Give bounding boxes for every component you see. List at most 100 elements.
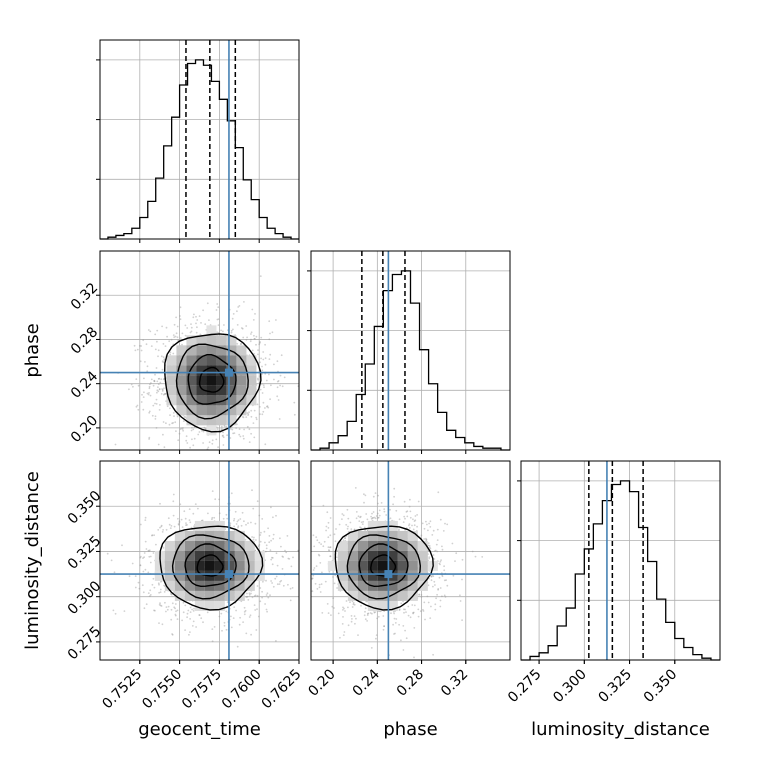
sample-point bbox=[426, 595, 429, 598]
truth-marker bbox=[224, 368, 233, 377]
sample-point bbox=[143, 552, 146, 554]
sample-point bbox=[176, 415, 179, 418]
sample-point bbox=[153, 379, 156, 382]
sample-point bbox=[171, 422, 174, 425]
sample-point bbox=[393, 495, 395, 498]
density-cell bbox=[226, 395, 237, 406]
sample-point bbox=[139, 556, 142, 559]
sample-point bbox=[163, 393, 166, 395]
sample-point bbox=[317, 553, 320, 556]
sample-point bbox=[150, 382, 152, 384]
axes-frame bbox=[310, 250, 511, 451]
sample-point bbox=[163, 446, 166, 449]
sample-point bbox=[192, 316, 195, 319]
sample-point bbox=[322, 545, 325, 548]
sample-point bbox=[217, 446, 220, 449]
sample-point bbox=[256, 594, 259, 597]
sample-point bbox=[255, 416, 258, 419]
sample-point bbox=[315, 536, 318, 538]
density-cell bbox=[246, 385, 257, 396]
sample-point bbox=[318, 554, 321, 557]
sample-point bbox=[160, 355, 163, 358]
sample-point bbox=[404, 517, 406, 520]
sample-point bbox=[202, 309, 205, 312]
density-cell bbox=[236, 385, 247, 396]
y-tick-label: 0.300 bbox=[65, 578, 105, 618]
sample-point bbox=[423, 601, 426, 604]
sample-point bbox=[198, 315, 201, 317]
y-tick-label: 0.24 bbox=[68, 368, 101, 401]
sample-point bbox=[357, 634, 359, 636]
sample-point bbox=[191, 426, 193, 429]
sample-point bbox=[269, 353, 272, 356]
density-cell bbox=[417, 560, 428, 571]
sample-point bbox=[173, 525, 176, 528]
sample-point bbox=[405, 611, 407, 613]
density-cell bbox=[204, 540, 215, 551]
sample-point bbox=[253, 595, 256, 597]
sample-point bbox=[181, 619, 184, 622]
sample-point bbox=[241, 416, 244, 418]
sample-point bbox=[268, 358, 271, 360]
density-cell bbox=[367, 560, 378, 571]
sample-point bbox=[157, 349, 160, 352]
sample-point bbox=[139, 360, 142, 363]
sample-point bbox=[332, 576, 334, 578]
sample-point bbox=[161, 623, 164, 626]
sample-point bbox=[439, 599, 442, 602]
sample-point bbox=[326, 603, 329, 605]
sample-point bbox=[154, 415, 157, 418]
sample-point bbox=[251, 308, 254, 311]
sample-point bbox=[382, 615, 385, 617]
sample-point bbox=[312, 569, 315, 571]
sample-point bbox=[148, 385, 151, 388]
sample-point bbox=[161, 325, 164, 328]
sample-point bbox=[343, 631, 346, 633]
sample-point bbox=[255, 539, 257, 541]
sample-point bbox=[359, 516, 361, 519]
sample-point bbox=[148, 436, 151, 439]
sample-point bbox=[371, 612, 373, 615]
sample-point bbox=[184, 629, 187, 631]
sample-point bbox=[191, 438, 193, 441]
sample-point bbox=[250, 331, 253, 334]
density-cell bbox=[194, 560, 205, 571]
sample-point bbox=[237, 526, 239, 529]
sample-point bbox=[256, 377, 259, 380]
sample-point bbox=[262, 410, 265, 413]
sample-point bbox=[443, 594, 446, 597]
sample-point bbox=[180, 518, 183, 521]
sample-point bbox=[443, 565, 445, 568]
density-cell bbox=[176, 365, 187, 376]
sample-point bbox=[245, 632, 248, 635]
sample-point bbox=[405, 511, 408, 513]
sample-point bbox=[316, 588, 319, 590]
sample-point bbox=[342, 606, 344, 609]
sample-point bbox=[313, 567, 316, 569]
sample-point bbox=[217, 318, 220, 320]
sample-point bbox=[183, 416, 186, 418]
sample-point bbox=[279, 580, 281, 583]
sample-point bbox=[249, 614, 252, 617]
sample-point bbox=[378, 509, 381, 512]
sample-point bbox=[433, 550, 436, 552]
sample-point bbox=[175, 332, 178, 335]
sample-point bbox=[192, 428, 195, 431]
sample-point bbox=[188, 519, 191, 521]
sample-point bbox=[258, 544, 261, 546]
sample-point bbox=[164, 392, 167, 395]
sample-point bbox=[282, 556, 284, 558]
sample-point bbox=[444, 596, 447, 598]
sample-point bbox=[149, 561, 152, 564]
sample-point bbox=[436, 528, 439, 531]
density-cell bbox=[417, 580, 428, 591]
axes-frame bbox=[310, 460, 511, 661]
sample-point bbox=[211, 628, 214, 630]
sample-point bbox=[193, 313, 195, 316]
density-cell bbox=[194, 600, 205, 611]
sample-point bbox=[170, 525, 173, 527]
sample-point bbox=[141, 584, 144, 587]
sample-point bbox=[452, 574, 455, 577]
sample-point bbox=[432, 529, 435, 532]
density-cell bbox=[164, 570, 175, 581]
